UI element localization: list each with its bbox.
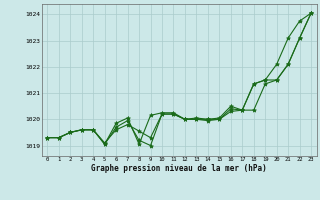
X-axis label: Graphe pression niveau de la mer (hPa): Graphe pression niveau de la mer (hPa) [91,164,267,173]
